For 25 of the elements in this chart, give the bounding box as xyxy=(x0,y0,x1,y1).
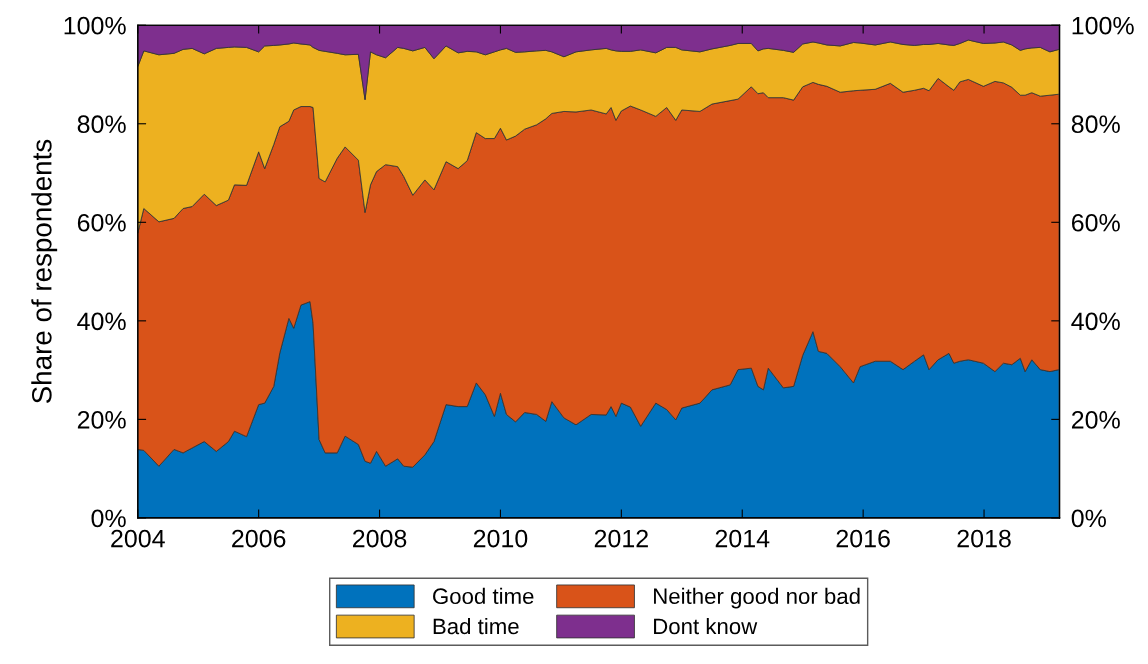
x-tick-label: 2004 xyxy=(111,529,165,548)
y2-tick-label: 40% xyxy=(1071,312,1120,331)
y2-tick-label: 20% xyxy=(1071,410,1120,429)
legend-label: Good time xyxy=(433,587,534,605)
y2-tick-label: 100% xyxy=(1072,16,1134,35)
y-tick-label: 40% xyxy=(77,312,126,331)
legend-label: Bad time xyxy=(433,617,519,635)
y-tick-label: 100% xyxy=(64,16,126,35)
y-tick-label: 0% xyxy=(91,509,126,528)
y-tick-label: 20% xyxy=(77,410,126,429)
y2-tick-label: 80% xyxy=(1071,115,1120,134)
x-tick-label: 2006 xyxy=(232,529,286,548)
legend-label: Dont know xyxy=(654,617,758,635)
x-tick-label: 2016 xyxy=(836,529,890,548)
x-tick-label: 2008 xyxy=(353,529,407,548)
x-tick-label: 2012 xyxy=(594,529,648,548)
y-tick-label: 60% xyxy=(77,213,126,232)
x-tick-label: 2014 xyxy=(715,529,770,548)
legend-label: Neither good nor bad xyxy=(654,587,860,609)
y2-tick-label: 0% xyxy=(1071,509,1106,528)
y-axis-title: Share of respondents xyxy=(31,139,58,404)
x-tick-label: 2018 xyxy=(957,529,1011,548)
y2-tick-label: 60% xyxy=(1071,213,1120,232)
y-tick-label: 80% xyxy=(77,115,126,134)
x-tick-label: 2010 xyxy=(473,529,528,548)
